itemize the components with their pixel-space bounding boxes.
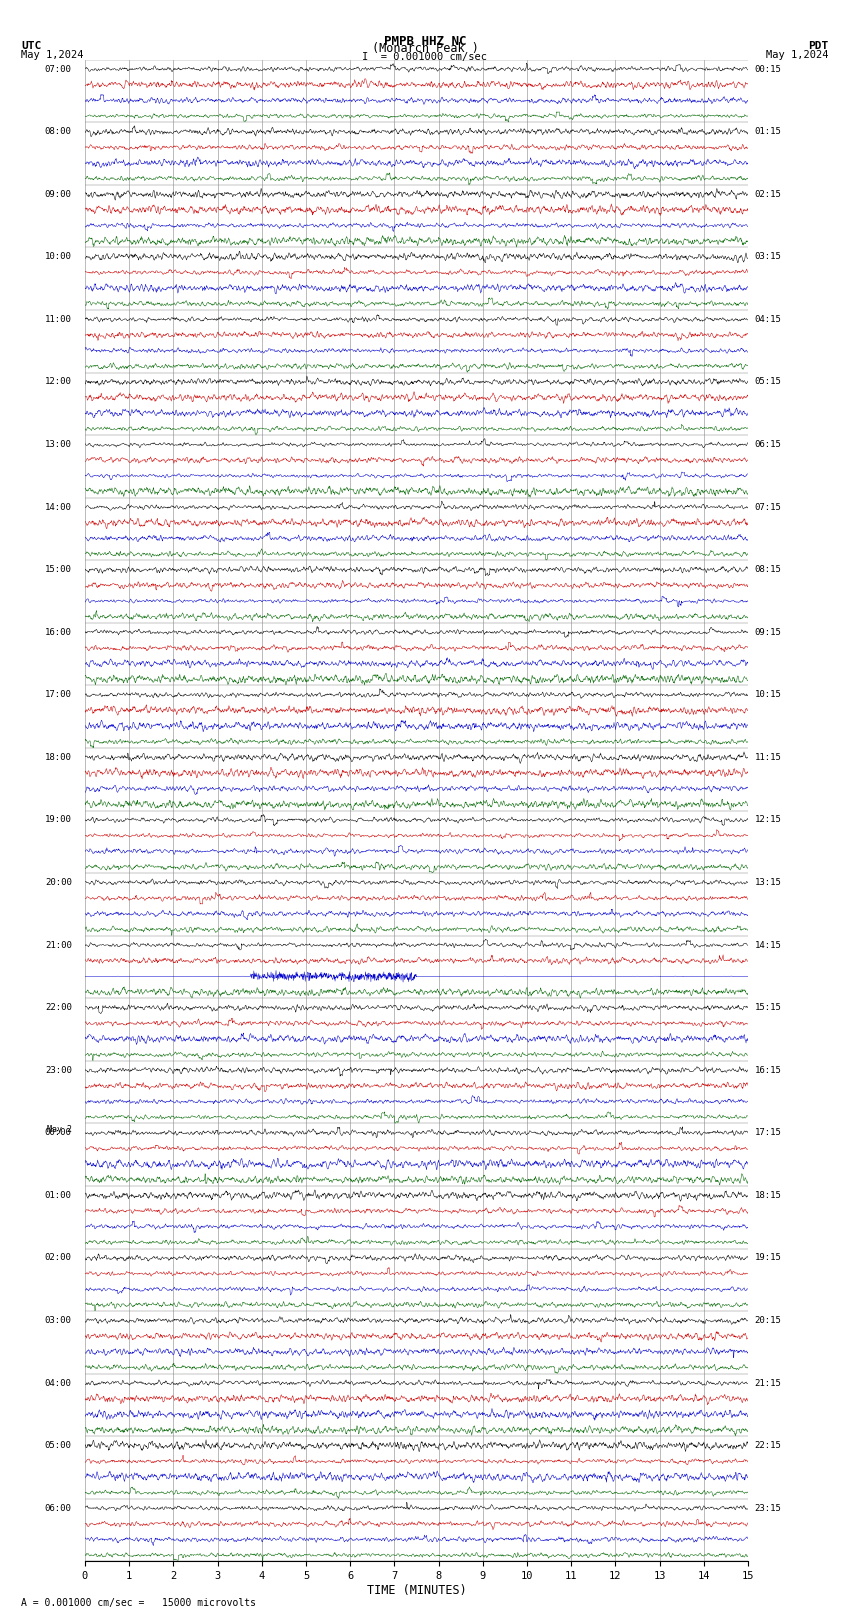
Text: May 2: May 2	[47, 1126, 71, 1134]
Text: 12:15: 12:15	[755, 816, 781, 824]
Text: 10:15: 10:15	[755, 690, 781, 700]
Text: 06:00: 06:00	[45, 1503, 71, 1513]
Text: 09:00: 09:00	[45, 190, 71, 198]
Text: 17:00: 17:00	[45, 690, 71, 700]
Text: 06:15: 06:15	[755, 440, 781, 448]
Text: UTC: UTC	[21, 40, 42, 50]
Text: 13:00: 13:00	[45, 440, 71, 448]
Text: 18:15: 18:15	[755, 1190, 781, 1200]
Text: 01:15: 01:15	[755, 127, 781, 135]
Text: 12:00: 12:00	[45, 377, 71, 387]
X-axis label: TIME (MINUTES): TIME (MINUTES)	[366, 1584, 467, 1597]
Text: 09:15: 09:15	[755, 627, 781, 637]
Text: 23:15: 23:15	[755, 1503, 781, 1513]
Text: 00:00: 00:00	[45, 1127, 71, 1137]
Text: 11:15: 11:15	[755, 753, 781, 761]
Text: 19:15: 19:15	[755, 1253, 781, 1263]
Text: 14:00: 14:00	[45, 503, 71, 511]
Text: 08:15: 08:15	[755, 565, 781, 574]
Text: (Monarch Peak ): (Monarch Peak )	[371, 42, 479, 55]
Text: 22:00: 22:00	[45, 1003, 71, 1011]
Text: 05:15: 05:15	[755, 377, 781, 387]
Text: 07:15: 07:15	[755, 503, 781, 511]
Text: 08:00: 08:00	[45, 127, 71, 135]
Text: 04:00: 04:00	[45, 1379, 71, 1387]
Text: 13:15: 13:15	[755, 877, 781, 887]
Text: 03:15: 03:15	[755, 252, 781, 261]
Text: 22:15: 22:15	[755, 1440, 781, 1450]
Text: 17:15: 17:15	[755, 1127, 781, 1137]
Text: 03:00: 03:00	[45, 1316, 71, 1324]
Text: 16:00: 16:00	[45, 627, 71, 637]
Text: May 1,2024: May 1,2024	[766, 50, 829, 60]
Text: 21:15: 21:15	[755, 1379, 781, 1387]
Text: 18:00: 18:00	[45, 753, 71, 761]
Text: PMPB HHZ NC: PMPB HHZ NC	[383, 34, 467, 47]
Text: A = 0.001000 cm/sec =   15000 microvolts: A = 0.001000 cm/sec = 15000 microvolts	[21, 1598, 256, 1608]
Text: PDT: PDT	[808, 40, 829, 50]
Text: 21:00: 21:00	[45, 940, 71, 950]
Text: 15:00: 15:00	[45, 565, 71, 574]
Text: 07:00: 07:00	[45, 65, 71, 74]
Text: 02:00: 02:00	[45, 1253, 71, 1263]
Text: 05:00: 05:00	[45, 1440, 71, 1450]
Text: 15:15: 15:15	[755, 1003, 781, 1011]
Text: 23:00: 23:00	[45, 1066, 71, 1074]
Text: 10:00: 10:00	[45, 252, 71, 261]
Text: 20:15: 20:15	[755, 1316, 781, 1324]
Text: 14:15: 14:15	[755, 940, 781, 950]
Text: 19:00: 19:00	[45, 816, 71, 824]
Text: 01:00: 01:00	[45, 1190, 71, 1200]
Text: 16:15: 16:15	[755, 1066, 781, 1074]
Text: I  = 0.001000 cm/sec: I = 0.001000 cm/sec	[362, 52, 488, 61]
Text: 11:00: 11:00	[45, 315, 71, 324]
Text: 04:15: 04:15	[755, 315, 781, 324]
Text: May 1,2024: May 1,2024	[21, 50, 84, 60]
Text: 02:15: 02:15	[755, 190, 781, 198]
Text: 00:15: 00:15	[755, 65, 781, 74]
Text: 20:00: 20:00	[45, 877, 71, 887]
